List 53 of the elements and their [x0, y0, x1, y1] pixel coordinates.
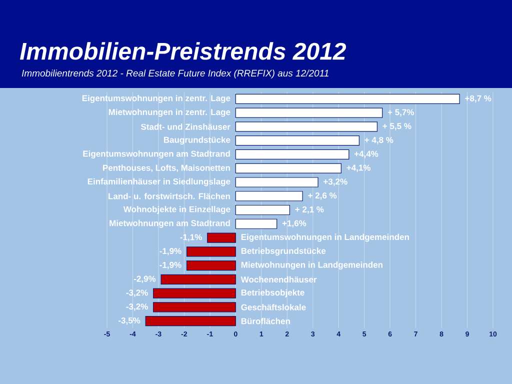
bar [235, 122, 378, 132]
data-label: -2,9% [134, 276, 156, 284]
data-label: -3,2% [126, 290, 148, 297]
y-tick-label: Eigentumswohnungen am Stadtrand [83, 150, 230, 158]
data-label: -1,9% [160, 262, 182, 270]
bar [235, 108, 383, 118]
data-label: +4,1% [346, 164, 370, 172]
data-label: -1,9% [160, 248, 182, 256]
y-tick-label: Betriebsobjekte [241, 289, 304, 298]
bar [186, 260, 236, 271]
bar [153, 288, 236, 298]
bar [186, 246, 236, 257]
data-label: -3,5% [118, 317, 140, 325]
bar [153, 302, 236, 312]
y-tick-label: Büroflächen [241, 318, 290, 324]
y-tick-label: Eigentumswohnungen in Landgemeinden [241, 234, 409, 242]
data-label: -1,1% [180, 234, 202, 242]
data-label: + 2,1 % [295, 206, 324, 214]
bar [235, 204, 290, 216]
y-tick-label: Einfamilienhäuser in Siedlungslage [88, 178, 230, 186]
y-tick-label: Land- u. forstwirtsch. Flächen [108, 192, 230, 200]
bar [235, 218, 278, 229]
data-label: +4,4% [354, 150, 378, 158]
bar [235, 149, 350, 160]
chart-subtitle: Immobilientrends 2012 - Real Estate Future Index (RREFIX) aus 12/2011 [22, 70, 328, 78]
bar [145, 316, 236, 326]
y-tick-label: Mietwohnungen in Landgemeinden [241, 262, 382, 270]
bar [235, 94, 460, 104]
y-tick-label: Baugrundstücke [164, 136, 230, 145]
data-label: + 5,7% [388, 109, 414, 116]
data-label: + 2,6 % [308, 192, 337, 200]
data-label: + 4,8 % [364, 136, 394, 144]
bar [235, 191, 303, 202]
y-tick-label: Penthouses, Lofts, Maisonetten [103, 164, 230, 172]
y-tick-label: Betriebsgrundstücke [241, 248, 326, 256]
data-label: -3,2% [126, 304, 148, 311]
y-tick-label: Geschäftslokale [241, 304, 306, 310]
data-label: + 5,5 % [382, 123, 412, 130]
y-tick-label: Wochenendhäuser [240, 276, 317, 283]
data-label: +8,7 % [465, 95, 492, 103]
bar [235, 136, 360, 146]
y-tick-label: Mietwohnungen am Stadtrand [110, 220, 230, 228]
data-label: +3,2% [324, 178, 348, 186]
bar [235, 177, 318, 188]
y-tick-label: Wohnobjekte in Einzellage [123, 206, 230, 214]
chart-title: Immobilien-Preistrends 2012 [20, 42, 346, 60]
y-tick-label: Stadt- und Zinshäuser [140, 124, 230, 130]
y-tick-label: Mietwohnungen in zentr. Lage [108, 108, 230, 117]
data-label: +1,6% [282, 220, 306, 228]
bar [235, 163, 342, 174]
y-tick-label: Eigentumswohnungen in zentr. Lage [82, 94, 230, 103]
bar [160, 274, 236, 284]
bar [207, 232, 236, 243]
